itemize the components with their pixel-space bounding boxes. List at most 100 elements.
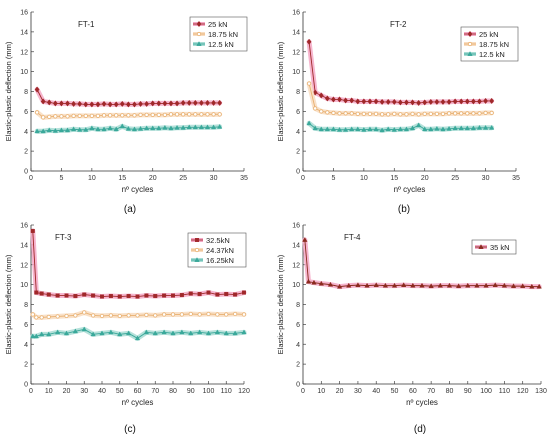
data-point: [138, 100, 143, 108]
y-tick-label: 6: [24, 109, 28, 116]
data-point: [386, 112, 391, 117]
data-point: [108, 294, 113, 299]
data-point: [168, 100, 174, 107]
data-point: [355, 98, 361, 105]
data-point: [188, 330, 194, 336]
data-point: [331, 110, 336, 115]
data-point: [59, 114, 64, 119]
data-point: [107, 101, 113, 108]
data-point: [143, 329, 150, 335]
data-point: [83, 126, 89, 132]
data-point: [361, 111, 366, 116]
data-point: [440, 111, 446, 116]
data-point: [30, 228, 35, 233]
x-tick-label: 25: [179, 175, 187, 182]
data-point: [135, 294, 140, 299]
data-point: [71, 100, 77, 108]
data-point: [492, 282, 498, 288]
series-line: [304, 239, 540, 288]
data-point: [99, 313, 105, 319]
data-point: [324, 95, 330, 102]
data-point: [47, 114, 52, 119]
y-tick-label: 8: [296, 302, 300, 309]
data-point: [179, 312, 184, 317]
chart-panel-1: 0 2 4 6 8 10 12 14 16 0 5 10 15 20 25 30 35 nº cycles Elas…: [4, 10, 248, 216]
data-point: [180, 124, 186, 130]
data-point: [422, 111, 427, 116]
data-point: [373, 98, 379, 105]
data-point: [52, 127, 58, 133]
data-point: [119, 100, 125, 108]
data-point: [474, 282, 480, 288]
data-point: [364, 282, 370, 288]
data-point: [483, 110, 488, 115]
data-point: [64, 293, 69, 298]
data-point: [197, 312, 202, 317]
data-point: [117, 313, 122, 319]
data-point: [58, 127, 65, 133]
data-point: [181, 112, 186, 117]
data-point: [73, 313, 78, 318]
data-point: [89, 101, 95, 108]
data-point: [205, 112, 210, 117]
y-tick-label: 2: [24, 362, 28, 369]
x-tick-label: 30: [80, 388, 88, 395]
data-point: [83, 113, 88, 118]
data-point: [416, 112, 421, 117]
data-point: [391, 98, 397, 106]
data-point: [313, 106, 318, 111]
x-tick-label: 130: [535, 388, 547, 395]
data-point: [318, 92, 324, 99]
chart-title: FT-3: [55, 233, 72, 242]
x-axis-label: nº cycles: [406, 398, 438, 407]
legend-label: 32.5kN: [206, 236, 230, 245]
data-point: [452, 125, 458, 131]
data-point: [107, 125, 113, 131]
data-point: [46, 314, 51, 320]
data-point: [489, 97, 495, 105]
x-tick-label: 110: [499, 388, 510, 395]
data-point: [156, 100, 162, 107]
x-tick-label: 15: [390, 175, 398, 182]
data-point: [91, 313, 96, 318]
y-tick-label: 0: [24, 382, 28, 389]
y-axis-label: Elastic-plastic deflection (mm): [4, 254, 13, 354]
data-point: [153, 294, 158, 299]
data-point: [34, 86, 40, 93]
legend-label: 25 kN: [208, 20, 228, 29]
data-point: [144, 312, 149, 318]
y-tick-label: 10: [292, 282, 300, 289]
chart-title: FT-1: [78, 20, 95, 29]
y-tick-label: 0: [296, 382, 300, 389]
data-point: [39, 315, 44, 320]
data-point: [306, 120, 312, 126]
data-point: [483, 282, 489, 288]
data-point: [206, 311, 211, 317]
legend-marker: [467, 41, 473, 47]
x-tick-label: 15: [118, 175, 126, 182]
y-tick-label: 4: [24, 342, 28, 349]
data-point: [114, 113, 119, 118]
data-point: [72, 328, 79, 334]
series-18.75kn: [306, 81, 495, 117]
x-tick-label: 100: [480, 388, 492, 395]
y-tick-label: 16: [292, 10, 300, 17]
data-point: [101, 113, 107, 118]
data-point: [186, 99, 192, 107]
data-point: [342, 126, 349, 132]
data-point: [192, 99, 198, 107]
data-point: [34, 128, 40, 134]
data-point: [179, 329, 185, 335]
data-point: [476, 124, 483, 130]
data-point: [327, 281, 334, 287]
series-25kn: [34, 86, 223, 108]
data-point: [355, 111, 360, 116]
y-tick-label: 2: [296, 362, 300, 369]
data-point: [318, 280, 324, 286]
y-axis-label: Elastic-plastic deflection (mm): [276, 41, 285, 141]
data-point: [391, 282, 398, 288]
data-point: [65, 100, 70, 107]
y-tick-label: 12: [292, 262, 300, 269]
data-point: [471, 111, 476, 116]
data-point: [108, 113, 113, 118]
